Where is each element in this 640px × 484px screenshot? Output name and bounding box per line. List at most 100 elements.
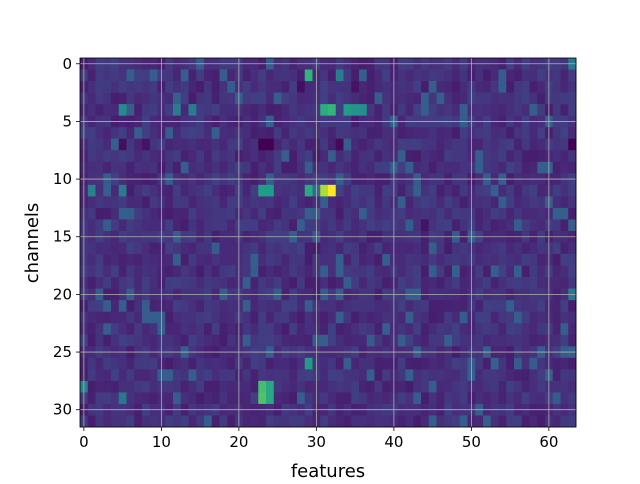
heatmap-cell xyxy=(188,311,197,324)
heatmap-cell xyxy=(250,196,259,209)
heatmap-cell xyxy=(421,369,430,382)
heatmap-cell xyxy=(397,300,406,313)
heatmap-cell xyxy=(560,138,569,151)
heatmap-cell xyxy=(397,196,406,209)
heatmap-cell xyxy=(103,254,112,266)
heatmap-cell xyxy=(514,254,523,266)
heatmap-cell xyxy=(568,334,577,347)
heatmap-cell xyxy=(436,369,445,382)
heatmap-cell xyxy=(436,81,445,93)
heatmap-cell xyxy=(483,265,492,278)
heatmap-cell xyxy=(521,369,530,382)
heatmap-cell xyxy=(537,380,546,393)
heatmap-cell xyxy=(351,311,360,324)
heatmap-cell xyxy=(227,69,236,82)
heatmap-cell xyxy=(126,323,135,336)
heatmap-cell xyxy=(320,242,329,255)
heatmap-cell xyxy=(568,357,577,370)
heatmap-cell xyxy=(335,150,344,163)
heatmap-cell xyxy=(506,357,515,370)
heatmap-cell xyxy=(289,150,298,163)
heatmap-cell xyxy=(142,311,151,324)
heatmap-cell xyxy=(297,81,306,93)
heatmap-cell xyxy=(374,81,383,93)
heatmap-cell xyxy=(165,369,174,382)
heatmap-cell xyxy=(111,392,120,405)
heatmap-cell xyxy=(258,323,267,336)
heatmap-cell xyxy=(320,300,329,313)
heatmap-cell xyxy=(242,323,251,336)
heatmap-cell xyxy=(188,323,197,336)
heatmap-cell xyxy=(351,323,360,336)
heatmap-cell xyxy=(242,380,251,393)
heatmap-cell xyxy=(304,323,313,336)
heatmap-cell xyxy=(242,357,251,370)
heatmap-cell xyxy=(560,184,569,197)
heatmap-cell xyxy=(87,81,96,93)
heatmap-cell xyxy=(173,92,182,105)
heatmap-cell xyxy=(165,242,174,255)
heatmap-cell xyxy=(490,334,499,347)
heatmap-cell xyxy=(149,69,158,82)
heatmap-cell xyxy=(250,104,259,117)
heatmap-cell xyxy=(552,277,561,289)
heatmap-cell xyxy=(289,369,298,382)
heatmap-cell xyxy=(126,161,135,174)
heatmap-cell xyxy=(335,265,344,278)
heatmap-cell xyxy=(374,184,383,197)
heatmap-cell xyxy=(506,150,515,163)
heatmap-cell xyxy=(297,127,306,140)
heatmap-cell xyxy=(444,357,453,370)
heatmap-cell xyxy=(444,161,453,174)
heatmap-cell xyxy=(382,127,391,140)
heatmap-cell xyxy=(149,161,158,174)
heatmap-cell xyxy=(281,300,290,313)
heatmap-cell xyxy=(428,311,437,324)
heatmap-cell xyxy=(436,104,445,117)
heatmap-cell xyxy=(490,138,499,151)
heatmap-cell xyxy=(552,311,561,324)
heatmap-cell xyxy=(134,184,143,197)
heatmap-cell xyxy=(490,81,499,93)
heatmap-cell xyxy=(459,92,468,105)
heatmap-cell xyxy=(180,207,189,220)
heatmap-cell xyxy=(397,184,406,197)
heatmap-cell xyxy=(374,392,383,405)
heatmap-cell xyxy=(560,207,569,220)
heatmap-cell xyxy=(196,277,205,289)
heatmap-cell xyxy=(219,127,228,140)
heatmap-cell xyxy=(397,69,406,82)
heatmap-cell xyxy=(118,380,127,393)
heatmap-cell xyxy=(444,219,453,232)
heatmap-cell xyxy=(273,69,282,82)
heatmap-cell xyxy=(211,392,220,405)
heatmap-cell xyxy=(273,265,282,278)
heatmap-cell xyxy=(382,392,391,405)
heatmap-cell xyxy=(289,184,298,197)
heatmap-cell xyxy=(436,334,445,347)
heatmap-cell xyxy=(436,357,445,370)
heatmap-cell xyxy=(405,219,414,232)
heatmap-cell xyxy=(142,369,151,382)
heatmap-cell xyxy=(490,92,499,105)
heatmap-cell xyxy=(219,69,228,82)
heatmap-cell xyxy=(568,207,577,220)
heatmap-cell xyxy=(196,357,205,370)
heatmap-cell xyxy=(413,300,422,313)
heatmap-cell xyxy=(204,150,213,163)
heatmap-cell xyxy=(266,357,275,370)
heatmap-cell xyxy=(204,277,213,289)
heatmap-cell xyxy=(428,207,437,220)
heatmap-cell xyxy=(506,104,515,117)
heatmap-cell xyxy=(436,69,445,82)
heatmap-cell xyxy=(529,161,538,174)
heatmap-cell xyxy=(118,334,127,347)
heatmap-cell xyxy=(134,138,143,151)
heatmap-cell xyxy=(328,311,337,324)
heatmap-cell xyxy=(87,357,96,370)
heatmap-cell xyxy=(498,127,507,140)
heatmap-cell xyxy=(266,334,275,347)
heatmap-cell xyxy=(320,184,329,197)
heatmap-cell xyxy=(374,127,383,140)
heatmap-cell xyxy=(374,207,383,220)
